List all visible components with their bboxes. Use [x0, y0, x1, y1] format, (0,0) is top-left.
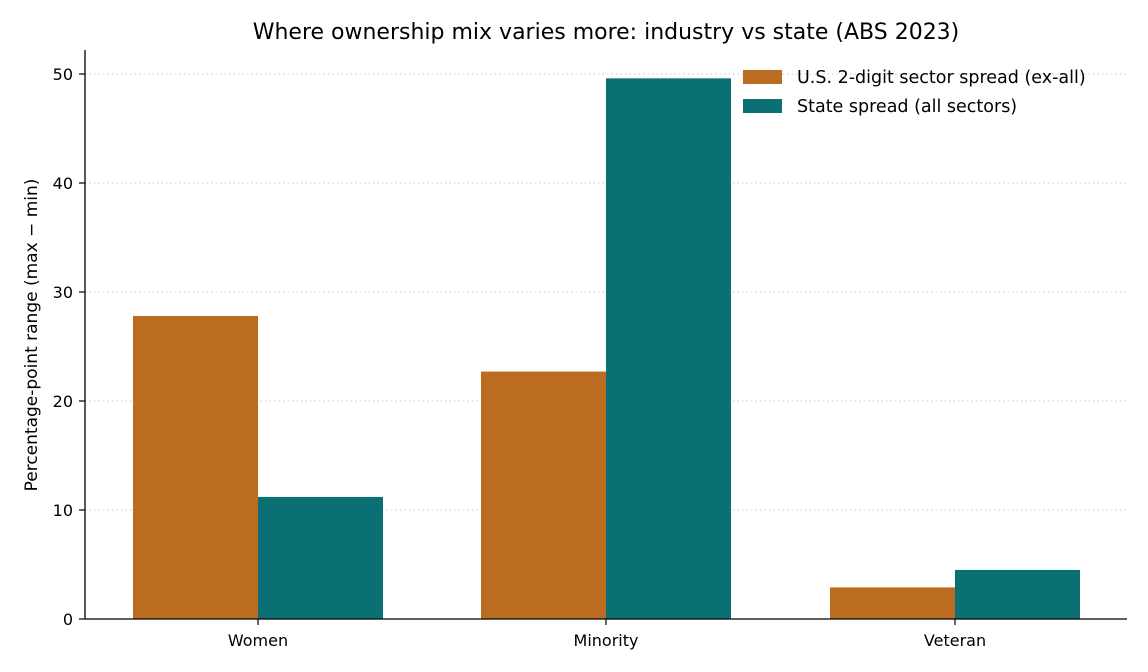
y-tick-label: 40 [53, 174, 73, 193]
y-tick-label: 0 [63, 610, 73, 629]
x-tick-label: Minority [574, 631, 639, 650]
bar-veteran-series-2 [955, 569, 1080, 619]
y-ticks: 0 10 20 30 40 50 [53, 65, 85, 629]
bar-women-series-2 [258, 496, 383, 619]
bars [133, 78, 1080, 620]
legend-label: State spread (all sectors) [797, 97, 1017, 117]
legend: U.S. 2-digit sector spread (ex-all) State… [743, 68, 1086, 117]
x-tick-label: Veteran [924, 631, 986, 650]
x-tick-label: Women [228, 631, 288, 650]
legend-swatch [743, 70, 782, 84]
bar-minority-series-1 [481, 371, 606, 619]
legend-swatch [743, 99, 782, 113]
bar-minority-series-2 [606, 78, 731, 620]
bar-women-series-1 [133, 315, 258, 619]
chart-title: Where ownership mix varies more: industr… [253, 20, 960, 45]
y-tick-label: 30 [53, 283, 73, 302]
y-tick-label: 50 [53, 65, 73, 84]
x-ticks: Women Minority Veteran [228, 619, 986, 650]
bar-veteran-series-1 [830, 587, 955, 619]
legend-label: U.S. 2-digit sector spread (ex-all) [797, 68, 1086, 88]
y-tick-label: 10 [53, 501, 73, 520]
y-tick-label: 20 [53, 392, 73, 411]
y-axis-label: Percentage-point range (max − min) [22, 179, 42, 492]
